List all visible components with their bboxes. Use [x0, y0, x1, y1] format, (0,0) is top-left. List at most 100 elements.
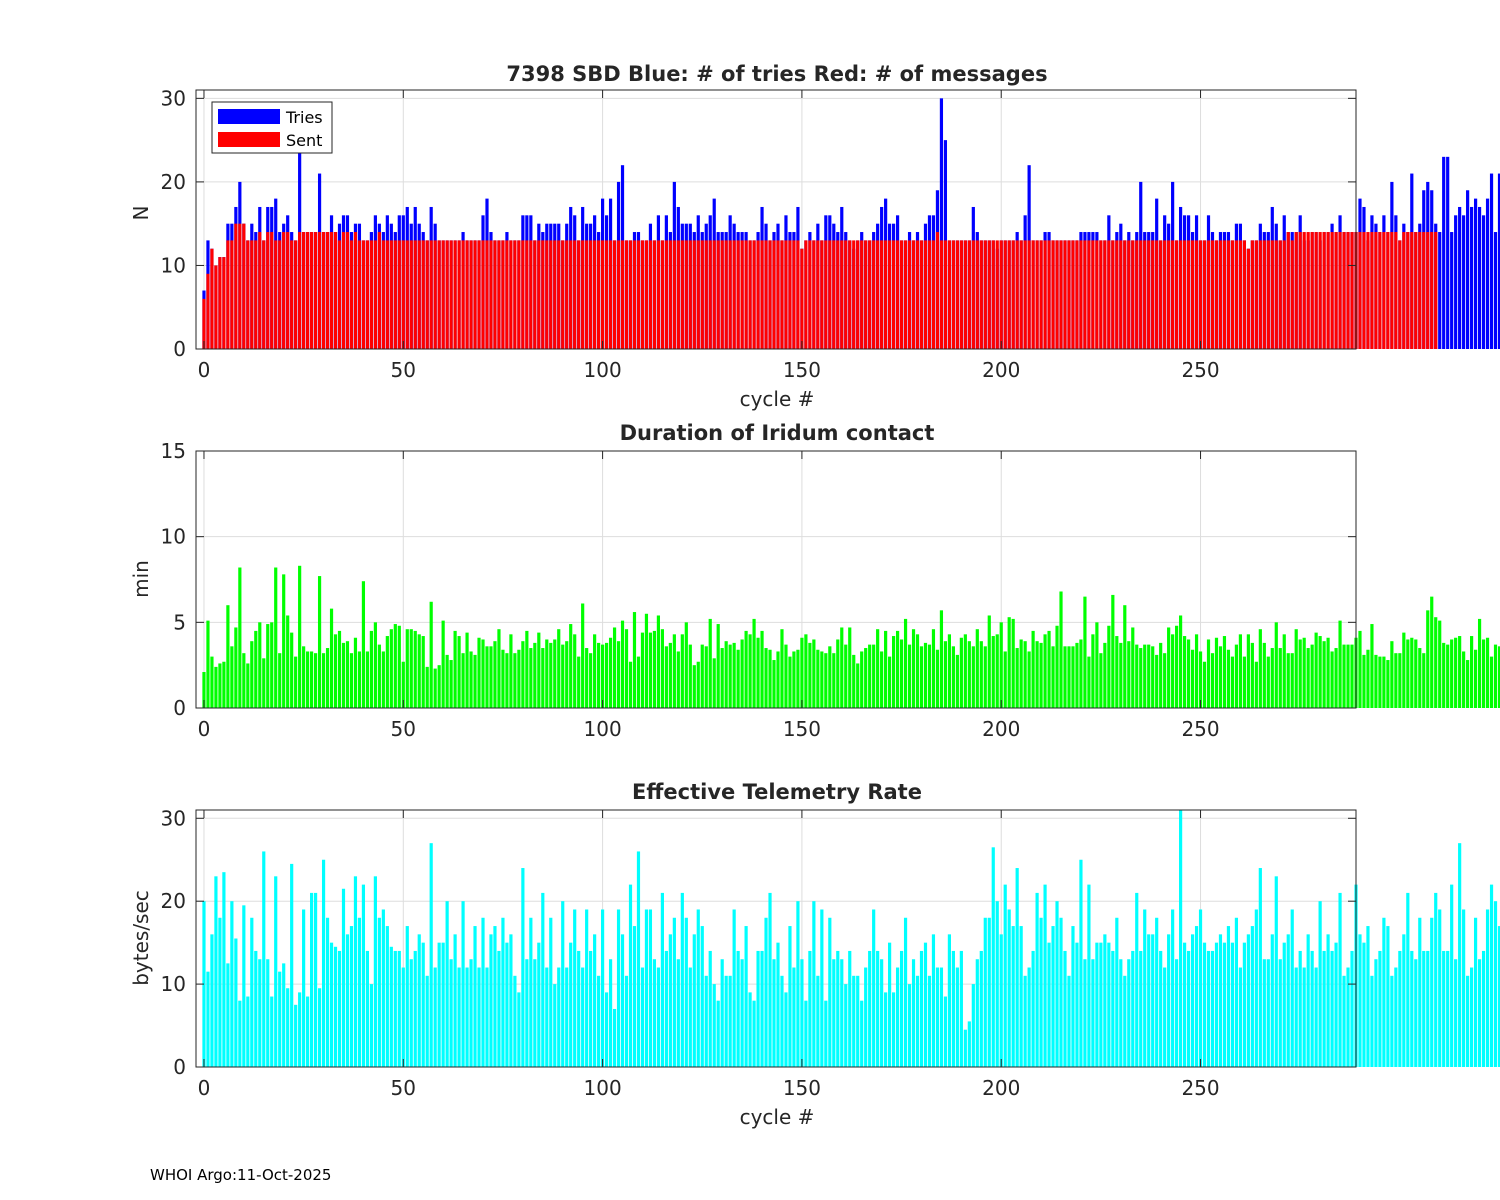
telemetry-rate-xtick-label: 200	[982, 1076, 1020, 1100]
duration-bar-duration	[820, 651, 824, 708]
tries-sent-bar-sent	[1031, 240, 1035, 349]
telemetry-rate-bar-rate	[286, 988, 290, 1067]
duration-ytick-label: 15	[161, 439, 186, 463]
duration-bar-duration	[401, 661, 405, 708]
telemetry-rate-bar-rate	[1334, 942, 1338, 1067]
telemetry-rate-bar-rate	[345, 934, 350, 1067]
tries-sent-bar-sent	[477, 240, 481, 349]
duration-bar-duration	[776, 651, 780, 708]
telemetry-rate-bar-rate	[397, 950, 401, 1067]
duration-bar-duration	[959, 637, 963, 708]
duration-bar-duration	[1083, 596, 1087, 708]
duration-bar-duration	[341, 642, 346, 708]
tries-sent-bar-sent	[601, 240, 605, 349]
telemetry-rate-bar-rate	[437, 942, 441, 1067]
tries-sent-bar-sent	[824, 240, 828, 349]
duration-bar-duration	[1103, 642, 1107, 708]
tries-sent-bar-sent	[1230, 240, 1235, 349]
telemetry-rate-bar-rate	[401, 967, 405, 1067]
duration-bar-duration	[868, 644, 872, 708]
tries-sent-bar-sent	[585, 240, 589, 349]
tries-sent-bar-sent	[1107, 240, 1111, 349]
tries-sent-bar-sent	[1087, 240, 1091, 349]
telemetry-rate-bar-rate	[1242, 942, 1246, 1067]
duration-bar-duration	[1322, 641, 1326, 708]
telemetry-rate-bar-rate	[266, 959, 270, 1067]
tries-sent-bar-sent	[1338, 232, 1342, 349]
tries-sent-bar-sent	[1306, 232, 1310, 349]
tries-sent-bar-sent	[274, 240, 278, 349]
duration-bar-duration	[1115, 636, 1119, 708]
tries-sent-bar-sent	[1410, 232, 1414, 349]
duration-bar-duration	[1143, 644, 1147, 708]
telemetry-rate-bar-rate	[1414, 959, 1418, 1067]
telemetry-rate-bar-rate	[1183, 942, 1187, 1067]
telemetry-rate-bar-rate	[1127, 959, 1131, 1067]
duration-bar-duration	[991, 636, 995, 708]
telemetry-rate-bar-rate	[800, 959, 804, 1067]
duration-bar-duration	[616, 641, 621, 708]
tries-sent-bar-sent	[1418, 232, 1422, 349]
telemetry-rate-bar-rate	[525, 959, 529, 1067]
duration-bar-duration	[1406, 639, 1410, 708]
tries-sent-bar-sent	[856, 240, 860, 349]
telemetry-rate-bar-rate	[1039, 917, 1043, 1067]
duration-bar-duration	[712, 658, 716, 708]
duration-bar-duration	[979, 641, 983, 708]
tries-sent-bar-sent	[537, 240, 541, 349]
telemetry-rate-bar-rate	[214, 876, 218, 1067]
telemetry-rate-bar-rate	[1446, 950, 1450, 1067]
duration-bar-duration	[1051, 646, 1055, 708]
duration-title: Duration of Iridum contact	[620, 421, 935, 445]
tries-sent-bar-sent	[676, 240, 680, 349]
tries-sent-bar-sent	[752, 240, 756, 349]
duration-bar-duration	[1155, 654, 1159, 708]
telemetry-rate-bar-rate	[935, 967, 940, 1067]
telemetry-rate-bar-rate	[1238, 967, 1242, 1067]
telemetry-rate-bar-rate	[242, 905, 246, 1067]
telemetry-rate-bar-rate	[668, 934, 672, 1067]
telemetry-rate-bar-rate	[1450, 884, 1454, 1067]
tries-sent-bar-sent	[1067, 240, 1071, 349]
telemetry-rate-bar-rate	[672, 917, 676, 1067]
duration-bar-duration	[497, 629, 501, 708]
telemetry-rate-bar-rate	[1186, 950, 1191, 1067]
duration-bar-duration	[1458, 636, 1462, 708]
duration-xtick-label: 0	[198, 717, 211, 741]
telemetry-rate-bar-rate	[636, 851, 641, 1067]
telemetry-rate-bar-rate	[660, 892, 664, 1067]
tries-sent-bar-sent	[254, 240, 258, 349]
telemetry-rate-bar-rate	[1298, 950, 1302, 1067]
tries-sent-bar-sent	[561, 240, 565, 349]
telemetry-rate-bar-rate	[760, 950, 764, 1067]
duration-bar-duration	[294, 656, 298, 708]
duration-bar-duration	[652, 630, 657, 708]
tries-sent-bar-sent	[1222, 240, 1227, 349]
telemetry-rate-xtick-label: 250	[1181, 1076, 1219, 1100]
duration-bar-duration	[756, 637, 760, 708]
tries-sent-bar-sent	[401, 240, 405, 349]
duration-bar-duration	[1135, 644, 1139, 708]
tries-sent-bar-tries	[1438, 232, 1442, 349]
tries-sent-bar-sent	[959, 240, 963, 349]
telemetry-rate-bar-rate	[1071, 926, 1075, 1067]
tries-sent-xtick-label: 100	[584, 358, 622, 382]
duration-bar-duration	[856, 663, 860, 708]
telemetry-rate-bar-rate	[884, 992, 888, 1067]
tries-sent-bar-sent	[1147, 240, 1151, 349]
telemetry-rate-bar-rate	[820, 909, 824, 1067]
duration-bar-duration	[541, 648, 545, 708]
tries-sent-bar-sent	[1214, 240, 1219, 349]
telemetry-rate-bar-rate	[724, 975, 728, 1067]
duration-bar-duration	[1163, 653, 1167, 708]
telemetry-rate-bar-rate	[449, 959, 453, 1067]
telemetry-rate-bar-rate	[915, 975, 920, 1067]
telemetry-rate-bar-rate	[569, 942, 573, 1067]
tries-sent-bar-sent	[1330, 232, 1334, 349]
telemetry-rate-bar-rate	[1059, 917, 1063, 1067]
tries-sent-bar-sent	[1015, 240, 1019, 349]
tries-sent-bar-sent	[1254, 240, 1258, 349]
telemetry-rate-bar-rate	[1190, 934, 1195, 1067]
tries-sent-bar-sent	[1019, 240, 1023, 349]
duration-bar-duration	[437, 665, 441, 708]
